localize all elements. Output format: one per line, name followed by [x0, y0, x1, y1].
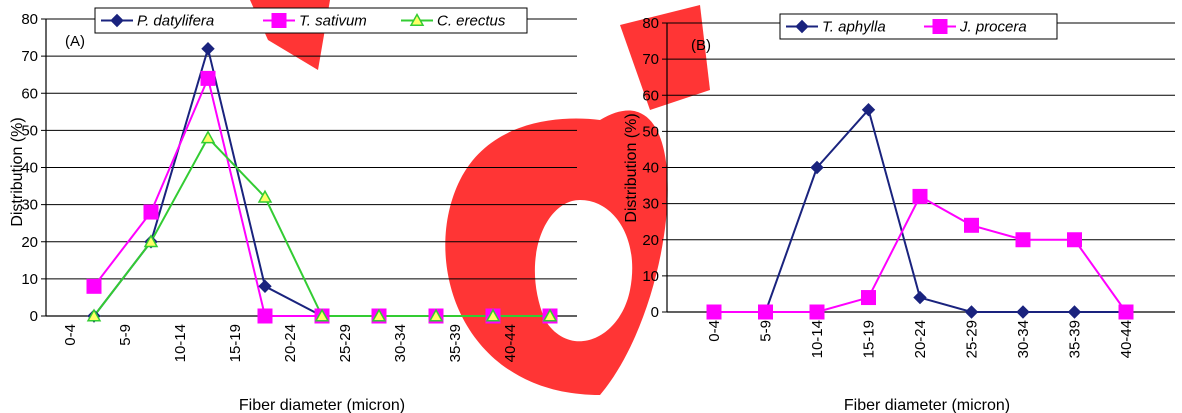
chart-a-y-axis-label: Distribution (%) — [9, 117, 26, 226]
chart-a-y-tick-label: 70 — [21, 48, 38, 65]
chart-a-y-tick-label: 30 — [21, 197, 38, 214]
chart-a-point-2-3 — [257, 189, 273, 203]
chart-a-x-tick-label: 20-24 — [282, 324, 299, 362]
chart-a-x-tick-label: 5-9 — [117, 324, 134, 346]
chart-a-x-tick-label: 35-39 — [447, 324, 464, 362]
chart-a-point-0-3 — [258, 279, 272, 294]
chart-a-x-tick-label: 40-44 — [502, 324, 519, 362]
chart-a-y-tick-label: 0 — [30, 308, 38, 325]
chart-a-point-2-1 — [143, 234, 159, 248]
chart-a-point-1-3 — [257, 308, 273, 324]
chart-a-legend-marker-2 — [409, 12, 425, 27]
chart-a-x-axis-label: Fiber diameter (micron) — [239, 397, 405, 413]
chart-a-x-tick-label: 0-4 — [62, 324, 79, 346]
chart-a-point-2-0 — [86, 308, 102, 322]
chart-a-panel-label: (A) — [65, 33, 85, 50]
chart-a-y-tick-label: 20 — [21, 234, 38, 251]
chart-a-series-line-1 — [93, 75, 550, 317]
chart-a-point-2-6 — [428, 308, 444, 322]
chart-a-point-2-4 — [314, 308, 330, 322]
chart-a-legend-label-1: T. sativum — [299, 13, 367, 30]
chart-a-legend-label-2: C. erectus — [437, 13, 506, 30]
chart-a-legend-label-0: P. datylifera — [137, 13, 214, 30]
chart-a-point-2-7 — [485, 308, 501, 322]
chart-a-point-2-5 — [371, 308, 387, 322]
chart-a-x-tick-label: 10-14 — [172, 324, 189, 362]
chart-a-legend-marker-0 — [110, 13, 124, 28]
chart-a-legend-box — [94, 7, 528, 34]
chart-a-series-line-2 — [93, 136, 550, 317]
chart-a-legend: P. datylifera T. sativum C. erectus — [94, 7, 528, 34]
chart-a-gridlines — [41, 18, 577, 317]
chart-a-y-tick-label: 80 — [21, 11, 38, 28]
chart-a-point-2-2 — [200, 130, 216, 144]
chart-a-point-2-8 — [542, 308, 558, 322]
chart-a-x-tick-label: 15-19 — [227, 324, 244, 362]
chart-a-point-1-2 — [200, 70, 216, 86]
chart-a-x-tick-label: 30-34 — [392, 324, 409, 362]
chart-a-y-tick-label: 10 — [21, 271, 38, 288]
chart-a-y-tick-label: 40 — [21, 160, 38, 177]
chart-a-x-tick-label: 25-29 — [337, 324, 354, 362]
chart-a-point-1-1 — [143, 204, 159, 220]
chart-a-point-0-2 — [201, 41, 215, 56]
chart-a-series-line-0 — [93, 44, 550, 317]
chart-a-y-tick-label: 50 — [21, 122, 38, 139]
chart-a-y-tick-label: 60 — [21, 85, 38, 102]
chart-a-point-1-0 — [86, 278, 102, 294]
chart-a-legend-marker-1 — [271, 13, 287, 28]
